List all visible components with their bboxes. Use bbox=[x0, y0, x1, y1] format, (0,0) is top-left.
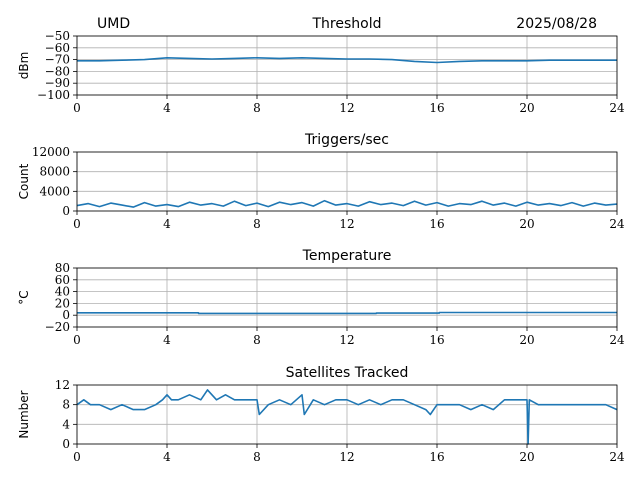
satellites-title: Satellites Tracked bbox=[286, 365, 409, 381]
satellites-y-tick-label: 0 bbox=[62, 437, 70, 451]
threshold-x-tick-label: 8 bbox=[253, 101, 261, 115]
temperature-x-tick-label: 4 bbox=[163, 333, 171, 347]
temperature-x-tick-label: 20 bbox=[519, 333, 534, 347]
threshold-y-tick-label: −70 bbox=[45, 53, 70, 67]
temperature-y-tick-label: 40 bbox=[55, 285, 70, 299]
satellites-y-tick-label: 4 bbox=[62, 417, 70, 431]
temperature-y-tick-label: 0 bbox=[62, 308, 70, 322]
triggers-x-tick-label: 0 bbox=[73, 217, 81, 231]
temperature-x-tick-label: 24 bbox=[609, 333, 625, 347]
threshold-x-tick-label: 20 bbox=[519, 101, 534, 115]
temperature-x-tick-label: 16 bbox=[429, 333, 444, 347]
threshold-y-tick-label: −60 bbox=[45, 41, 70, 55]
triggers-title: Triggers/sec bbox=[304, 132, 389, 148]
station-label: UMD bbox=[97, 16, 130, 32]
triggers-x-tick-label: 12 bbox=[339, 217, 354, 231]
satellites-x-tick-label: 16 bbox=[429, 450, 444, 464]
threshold-title: Threshold bbox=[312, 16, 382, 32]
threshold-x-tick-label: 0 bbox=[73, 101, 81, 115]
triggers-x-tick-label: 16 bbox=[429, 217, 444, 231]
temperature-y-tick-label: 80 bbox=[55, 261, 70, 275]
satellites-y-tick-label: 8 bbox=[62, 398, 70, 412]
temperature-y-tick-label: 60 bbox=[55, 273, 70, 287]
satellites-x-tick-label: 24 bbox=[609, 450, 625, 464]
temperature-title: Temperature bbox=[302, 248, 392, 264]
triggers-x-tick-label: 4 bbox=[163, 217, 171, 231]
threshold-x-tick-label: 24 bbox=[609, 101, 625, 115]
triggers-y-tick-label: 12000 bbox=[32, 145, 70, 159]
satellites-x-tick-label: 0 bbox=[73, 450, 81, 464]
threshold-y-tick-label: −80 bbox=[45, 64, 70, 78]
temperature-y-tick-label: 20 bbox=[55, 296, 70, 310]
satellites-y-axis-label: Number bbox=[17, 390, 31, 438]
threshold-y-tick-label: −50 bbox=[45, 29, 70, 43]
temperature-y-axis-label: °C bbox=[17, 290, 31, 304]
temperature-x-tick-label: 0 bbox=[73, 333, 81, 347]
satellites-y-tick-label: 12 bbox=[55, 378, 70, 392]
satellites-series-line bbox=[76, 389, 618, 445]
triggers-y-tick-label: 4000 bbox=[39, 184, 70, 198]
satellites-x-tick-label: 8 bbox=[253, 450, 261, 464]
threshold-y-tick-label: −90 bbox=[45, 76, 70, 90]
triggers-x-tick-label: 20 bbox=[519, 217, 534, 231]
triggers-y-axis-label: Count bbox=[17, 163, 31, 199]
threshold-x-tick-label: 12 bbox=[339, 101, 354, 115]
date-label: 2025/08/28 bbox=[516, 16, 597, 32]
satellites-x-tick-label: 20 bbox=[519, 450, 534, 464]
triggers-series-line bbox=[76, 199, 618, 208]
threshold-y-axis-label: dBm bbox=[17, 52, 31, 80]
triggers-y-tick-label: 8000 bbox=[39, 165, 70, 179]
temperature-x-tick-label: 12 bbox=[339, 333, 354, 347]
threshold-x-tick-label: 16 bbox=[429, 101, 444, 115]
temperature-y-tick-label: −20 bbox=[45, 320, 70, 334]
temperature-x-tick-label: 8 bbox=[253, 333, 261, 347]
satellites-x-tick-label: 12 bbox=[339, 450, 354, 464]
temperature-series-line bbox=[77, 311, 617, 315]
threshold-y-tick-label: −100 bbox=[37, 88, 70, 102]
satellites-x-tick-label: 4 bbox=[163, 450, 171, 464]
triggers-x-tick-label: 8 bbox=[253, 217, 261, 231]
triggers-x-tick-label: 24 bbox=[609, 217, 625, 231]
threshold-series-line bbox=[77, 57, 617, 64]
triggers-y-tick-label: 0 bbox=[62, 204, 70, 218]
threshold-x-tick-label: 4 bbox=[163, 101, 171, 115]
